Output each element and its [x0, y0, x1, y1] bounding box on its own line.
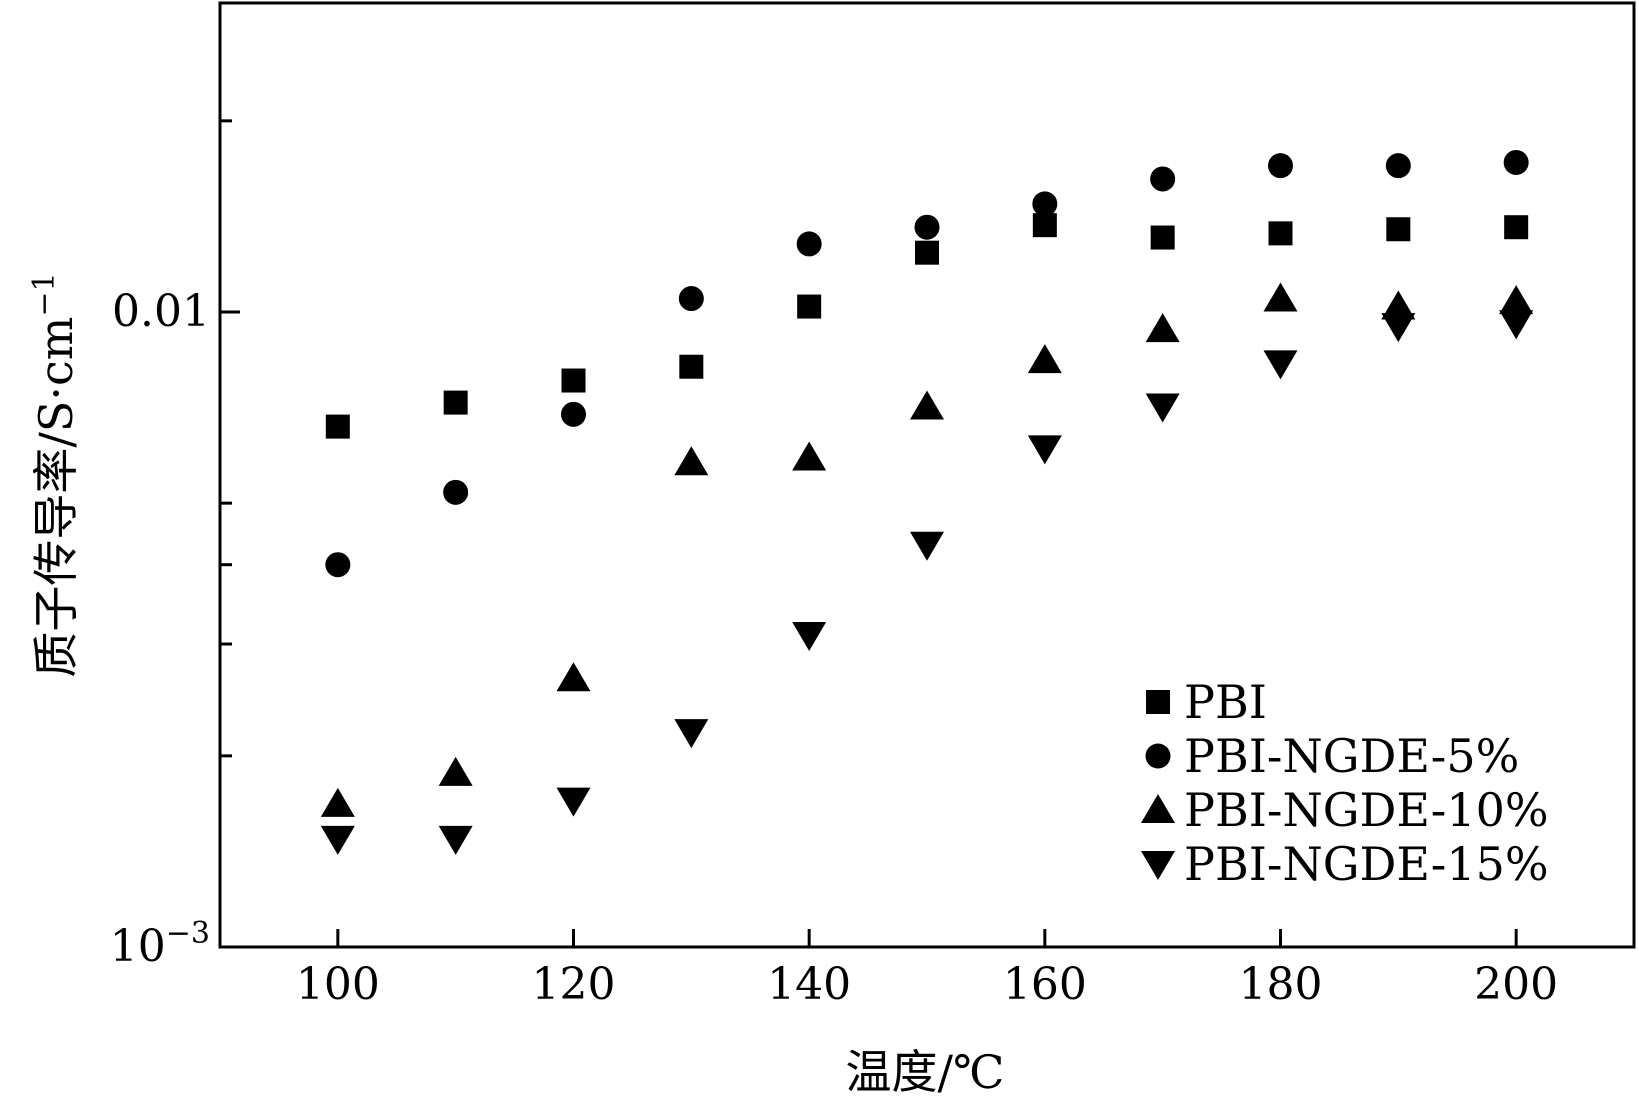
x-tick-label-160: 160 [1003, 959, 1087, 1010]
axis-tick-labels: 100 120 140 160 180 200 0.01 10−3 [110, 286, 1558, 1010]
point-series-1-140 [796, 231, 822, 257]
y-tick-label-base-1: 10 [110, 921, 166, 972]
point-series-0-170 [1150, 225, 1175, 250]
point-series-1-130 [678, 286, 704, 312]
y-tick-label-exponent-1: −3 [166, 916, 210, 951]
point-series-1-150 [914, 214, 940, 240]
y-tick-label-0: 0.01 [112, 286, 210, 337]
plot-frame [218, 1, 1636, 949]
legend-label-1: PBI-NGDE-5% [1184, 729, 1519, 783]
point-series-2-190 [1381, 290, 1416, 320]
point-series-3-130 [674, 719, 709, 749]
point-series-0-140 [797, 294, 822, 319]
series-1 [325, 149, 1529, 578]
point-series-2-130 [674, 446, 709, 476]
point-series-3-120 [556, 787, 591, 817]
point-series-2-120 [556, 662, 591, 692]
point-series-2-100 [320, 787, 355, 817]
point-series-1-100 [325, 552, 351, 578]
x-tick-label-200: 200 [1474, 959, 1558, 1010]
point-series-2-180 [1263, 282, 1298, 312]
legend-marker-2 [1141, 794, 1175, 823]
legend-marker-3 [1141, 851, 1175, 880]
point-series-2-150 [910, 390, 944, 420]
point-series-0-100 [325, 414, 350, 439]
x-tick-label-180: 180 [1239, 959, 1323, 1010]
axis-ticks [220, 119, 1518, 949]
legend-label-3: PBI-NGDE-15% [1184, 837, 1549, 891]
point-series-0-180 [1268, 221, 1293, 246]
point-series-2-110 [438, 756, 473, 786]
point-series-0-150 [915, 240, 939, 265]
point-series-0-160 [1032, 213, 1057, 238]
series-2 [320, 282, 1534, 817]
point-series-1-200 [1503, 149, 1529, 175]
point-series-0-110 [443, 390, 468, 415]
y-axis-title: 质子传导率/S·cm−1 [27, 272, 83, 677]
point-series-2-200 [1499, 285, 1534, 315]
point-series-1-120 [561, 401, 586, 427]
x-axis-title: 温度/℃ [846, 1045, 1005, 1099]
point-series-2-160 [1027, 344, 1062, 374]
point-series-3-180 [1263, 350, 1298, 380]
y-axis-title-main: 质子传导率/S·cm [29, 317, 83, 678]
point-series-3-170 [1145, 393, 1180, 423]
point-series-1-160 [1032, 191, 1058, 217]
point-series-1-170 [1150, 166, 1176, 192]
y-axis-title-exponent: −1 [27, 272, 62, 316]
legend-label-0: PBI [1184, 675, 1267, 729]
series-3 [320, 310, 1534, 855]
x-tick-label-100: 100 [296, 959, 380, 1010]
point-series-3-110 [438, 825, 473, 855]
legend-marker-0 [1146, 690, 1170, 714]
point-series-0-120 [561, 368, 586, 393]
point-series-1-180 [1268, 153, 1293, 179]
point-series-0-130 [679, 354, 704, 379]
point-series-1-190 [1385, 153, 1411, 179]
legend-marker-1 [1145, 743, 1171, 769]
y-tick-label-1: 10−3 [110, 916, 210, 972]
point-series-3-150 [910, 531, 944, 561]
point-series-2-170 [1145, 313, 1180, 343]
series-0 [325, 213, 1529, 439]
data-points [320, 149, 1534, 855]
point-series-0-190 [1386, 217, 1411, 242]
point-series-3-140 [792, 621, 827, 651]
point-series-3-190 [1381, 313, 1416, 343]
y-tick-label-base-0: 0.01 [112, 286, 210, 337]
point-series-3-160 [1027, 435, 1062, 465]
legend-label-2: PBI-NGDE-10% [1184, 783, 1549, 837]
point-series-3-200 [1499, 310, 1534, 340]
point-series-3-100 [320, 825, 355, 855]
point-series-0-200 [1504, 215, 1529, 240]
point-series-1-110 [443, 479, 469, 505]
x-tick-label-140: 140 [767, 959, 851, 1010]
x-tick-label-120: 120 [532, 959, 616, 1010]
point-series-2-140 [792, 441, 827, 471]
